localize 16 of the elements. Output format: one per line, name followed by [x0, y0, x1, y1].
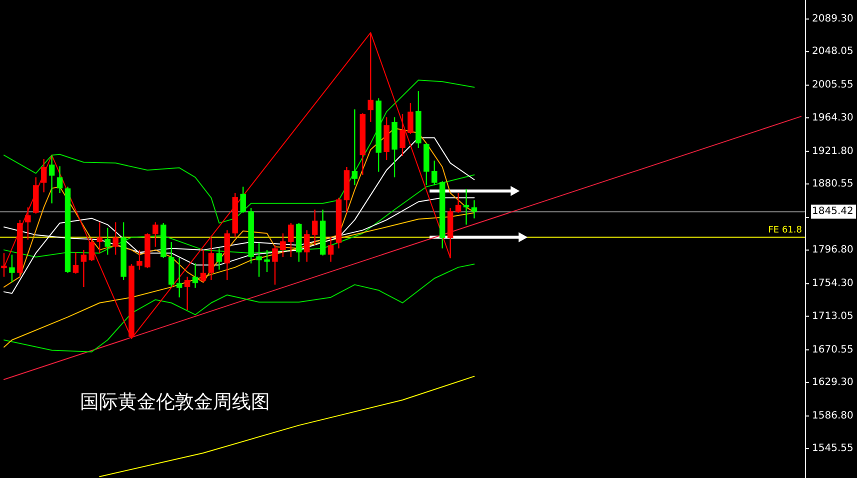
ref-line-label: FE 61.8	[768, 225, 802, 236]
y-tick-label: 1796.80	[812, 244, 854, 256]
y-tick-label: 1586.80	[812, 410, 854, 422]
y-tick-label: 2089.30	[812, 14, 854, 25]
y-tick-label: 1880.55	[812, 178, 854, 190]
y-tick-label: 2048.05	[812, 46, 854, 58]
y-tick-label: 1670.55	[812, 344, 854, 356]
y-tick-label: 2005.55	[812, 80, 854, 91]
y-tick-label: 1629.30	[812, 376, 854, 388]
y-tick-label: 1921.80	[812, 146, 854, 157]
y-tick-label: 1754.30	[812, 278, 854, 290]
y-tick-label: 1713.05	[812, 310, 854, 322]
y-tick-label: 1964.30	[812, 112, 854, 124]
y-tick-label: 1545.55	[812, 443, 854, 454]
ref-line-label: 1845.42	[812, 206, 854, 218]
text: 国际黄金伦敦金周线图	[80, 391, 270, 413]
